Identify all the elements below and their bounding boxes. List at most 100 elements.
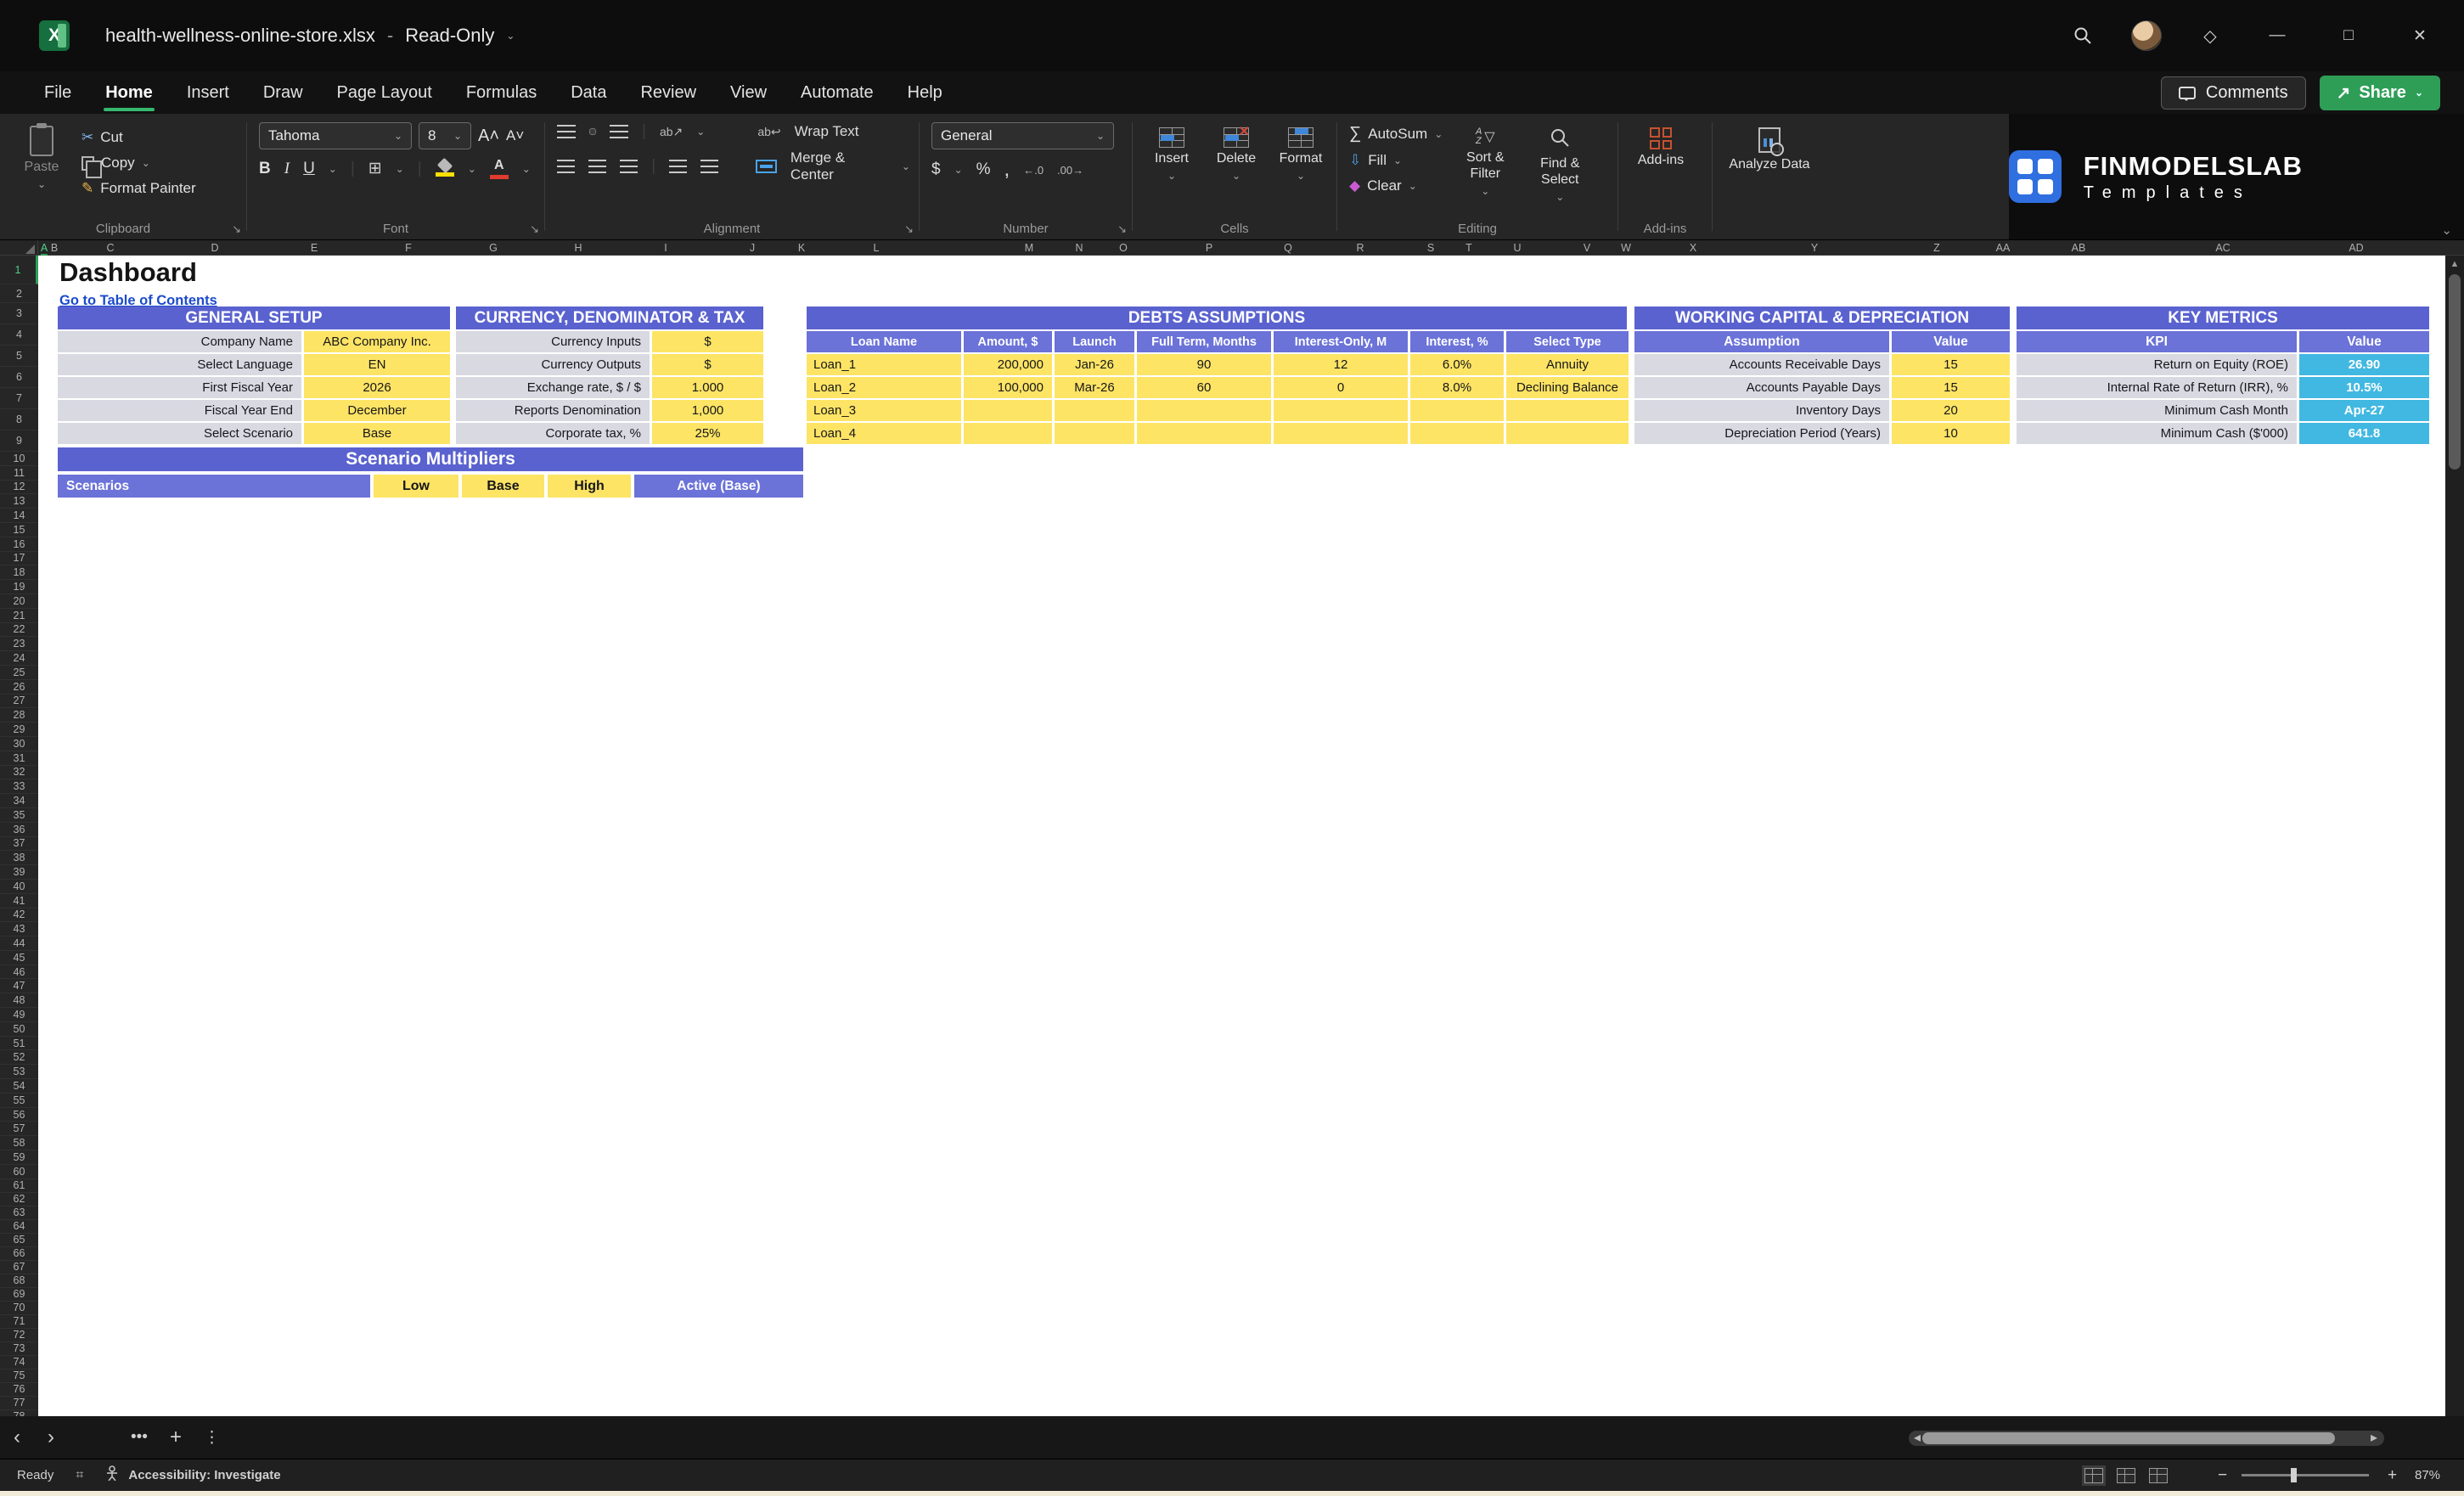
row-header-15[interactable]: 15	[0, 523, 38, 537]
row-header-28[interactable]: 28	[0, 708, 38, 723]
increase-font-icon[interactable]: A˄	[478, 126, 500, 145]
debts-cell[interactable]	[1410, 400, 1504, 421]
column-header-X[interactable]: X	[1689, 242, 1697, 254]
row-header-61[interactable]: 61	[0, 1179, 38, 1193]
row-header-22[interactable]: 22	[0, 623, 38, 638]
column-header-L[interactable]: L	[873, 242, 880, 254]
row-header-52[interactable]: 52	[0, 1050, 38, 1066]
wrap-text-icon[interactable]: ab↩	[757, 124, 781, 138]
row-header-20[interactable]: 20	[0, 594, 38, 609]
row-header-71[interactable]: 71	[0, 1315, 38, 1329]
fill-button[interactable]: ⇩ Fill ⌄	[1349, 152, 1403, 168]
row-header-60[interactable]: 60	[0, 1165, 38, 1179]
prev-sheet-icon[interactable]: ‹	[14, 1426, 20, 1448]
zoom-slider[interactable]	[2242, 1468, 2369, 1482]
row-value[interactable]: $	[652, 354, 763, 375]
debts-cell[interactable]: 90	[1137, 354, 1271, 375]
column-header-R[interactable]: R	[1356, 242, 1364, 254]
underline-button[interactable]: U	[303, 159, 315, 177]
row-header-48[interactable]: 48	[0, 993, 38, 1009]
debts-cell[interactable]: 100,000	[964, 377, 1052, 398]
row-header-38[interactable]: 38	[0, 851, 38, 866]
addins-button[interactable]: Add-ins	[1630, 122, 1691, 217]
column-header-J[interactable]: J	[749, 242, 756, 254]
row-header-27[interactable]: 27	[0, 695, 38, 709]
borders-icon[interactable]: ⊞	[368, 160, 382, 177]
row-header-36[interactable]: 36	[0, 823, 38, 837]
row-header-63[interactable]: 63	[0, 1206, 38, 1220]
debts-cell[interactable]	[1506, 400, 1629, 421]
sheet-options-icon[interactable]: ⋮	[203, 1428, 220, 1447]
horizontal-scrollbar[interactable]	[1909, 1431, 2384, 1446]
row-header-18[interactable]: 18	[0, 565, 38, 581]
font-color-button[interactable]: A	[489, 158, 509, 179]
merge-center-icon[interactable]	[755, 160, 777, 173]
comments-button[interactable]: Comments	[2160, 76, 2306, 110]
maximize-button[interactable]: □	[2343, 26, 2354, 44]
increase-decimal-icon[interactable]: ←.0	[1023, 163, 1044, 177]
read-only-label[interactable]: Read-Only	[405, 25, 495, 46]
row-value[interactable]: 2026	[304, 377, 450, 398]
dialog-launcher-icon[interactable]: ↘	[530, 222, 539, 235]
menu-draw[interactable]: Draw	[262, 82, 303, 102]
row-header-35[interactable]: 35	[0, 808, 38, 823]
row-header-5[interactable]: 5	[0, 346, 38, 367]
debts-cell[interactable]: 6.0%	[1410, 354, 1504, 375]
vertical-scroll-thumb[interactable]	[2449, 274, 2461, 470]
row-header-37[interactable]: 37	[0, 837, 38, 852]
more-sheets-icon[interactable]: •••	[131, 1428, 148, 1446]
row-value[interactable]: 1.000	[652, 377, 763, 398]
zoom-slider-handle[interactable]	[2291, 1468, 2297, 1482]
number-format-select[interactable]: General ⌄	[931, 122, 1114, 149]
fill-color-button[interactable]	[435, 157, 454, 177]
horizontal-scroll-thumb[interactable]	[1922, 1432, 2335, 1444]
debts-cell[interactable]: Annuity	[1506, 354, 1629, 375]
row-value[interactable]: December	[304, 400, 450, 421]
column-header-AD[interactable]: AD	[2349, 242, 2364, 254]
row-header-70[interactable]: 70	[0, 1302, 38, 1315]
row-header-45[interactable]: 45	[0, 951, 38, 965]
debts-cell[interactable]	[1055, 423, 1134, 444]
debts-cell[interactable]: 60	[1137, 377, 1271, 398]
row-value[interactable]: EN	[304, 354, 450, 375]
row-header-24[interactable]: 24	[0, 651, 38, 666]
avatar[interactable]	[2131, 20, 2162, 51]
orientation-icon[interactable]: ab↗	[659, 124, 684, 138]
align-left-icon[interactable]	[557, 160, 576, 173]
row-value[interactable]: 641.8	[2299, 423, 2429, 444]
row-header-7[interactable]: 7	[0, 388, 38, 409]
clear-button[interactable]: ◆ Clear ⌄	[1349, 177, 1417, 194]
row-header-42[interactable]: 42	[0, 908, 38, 923]
row-header-10[interactable]: 10	[0, 452, 38, 466]
row-header-40[interactable]: 40	[0, 880, 38, 894]
menu-review[interactable]: Review	[640, 82, 697, 102]
decrease-font-icon[interactable]: A˅	[506, 127, 525, 143]
format-painter-button[interactable]: ✎ Format Painter	[82, 180, 196, 197]
row-value[interactable]: Base	[304, 423, 450, 444]
column-header-A[interactable]: A	[40, 242, 48, 256]
chevron-down-icon[interactable]: ⌄	[901, 160, 910, 172]
vertical-scrollbar[interactable]: ▲	[2445, 256, 2464, 1416]
row-value[interactable]: 15	[1892, 354, 2010, 375]
debts-cell[interactable]: 0	[1274, 377, 1408, 398]
row-header-78[interactable]: 78	[0, 1410, 38, 1416]
row-header-57[interactable]: 57	[0, 1122, 38, 1137]
align-center-icon[interactable]	[588, 160, 607, 173]
row-header-13[interactable]: 13	[0, 494, 38, 509]
debts-cell[interactable]	[1055, 400, 1134, 421]
increase-indent-icon[interactable]	[700, 160, 719, 173]
row-header-26[interactable]: 26	[0, 680, 38, 695]
bold-button[interactable]: B	[259, 159, 271, 177]
debts-cell[interactable]: 200,000	[964, 354, 1052, 375]
debts-cell[interactable]: 12	[1274, 354, 1408, 375]
debts-cell[interactable]: Mar-26	[1055, 377, 1134, 398]
row-header-62[interactable]: 62	[0, 1193, 38, 1206]
row-header-30[interactable]: 30	[0, 737, 38, 751]
debts-cell[interactable]	[1274, 400, 1408, 421]
search-icon[interactable]	[2068, 21, 2097, 50]
row-header-14[interactable]: 14	[0, 509, 38, 523]
align-right-icon[interactable]	[620, 160, 639, 173]
row-header-33[interactable]: 33	[0, 779, 38, 795]
row-header-32[interactable]: 32	[0, 766, 38, 780]
row-header-4[interactable]: 4	[0, 324, 38, 346]
